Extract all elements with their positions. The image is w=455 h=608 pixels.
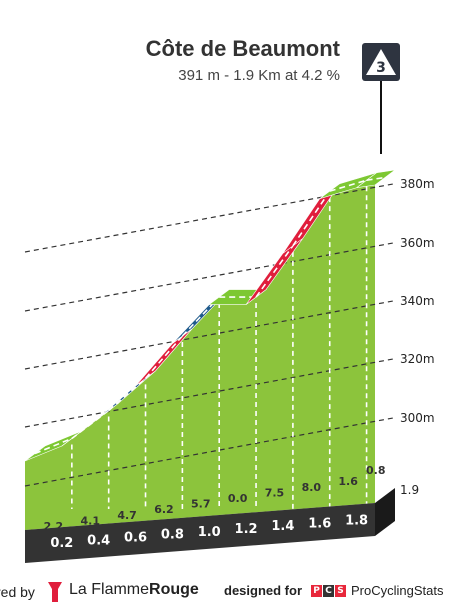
- la-flamme-rouge-logo-icon: [48, 582, 62, 602]
- profile-face: [25, 185, 375, 530]
- gradient-label: 4.1: [81, 514, 101, 527]
- altitude-tick-label: 320m: [400, 352, 435, 366]
- distance-bar: 0.2 0.4 0.6 0.8 1.0 1.2 1.4 1.6 1.8: [25, 488, 395, 563]
- distance-bar-face: [25, 503, 375, 563]
- gradient-label: 1.6: [338, 475, 358, 488]
- gradient-label: 0.8: [366, 464, 386, 477]
- segment-surface: [356, 169, 396, 189]
- segment-centerline: [108, 377, 147, 412]
- designed-for-text: designed for: [224, 583, 303, 598]
- gradient-label: 8.0: [302, 481, 322, 494]
- chart-subtitle: 391 m - 1.9 Km at 4.2 %: [178, 67, 340, 84]
- gradient-labels: 2.2 4.1 4.7 6.2 5.7 0.0 7.5 8.0 1.60.8: [44, 464, 386, 533]
- profile-area: [25, 185, 375, 530]
- km-label: 1.6: [308, 516, 331, 531]
- chart-title: Côte de Beaumont: [146, 36, 341, 61]
- segment-centerline: [329, 179, 367, 192]
- category-number: 3: [376, 60, 386, 76]
- gradient-label: 5.7: [191, 498, 211, 511]
- altitude-tick-label: 340m: [400, 294, 435, 308]
- distance-bar-side: [375, 488, 395, 536]
- km-label: 0.4: [87, 533, 110, 548]
- km-label: 1.0: [198, 525, 221, 540]
- pcs-letter-s: S: [335, 585, 346, 597]
- altitude-grid: [24, 183, 394, 509]
- km-label: 0.2: [50, 536, 73, 551]
- brand-name: La FlammeRouge: [69, 581, 199, 599]
- km-label: 1.4: [271, 519, 294, 534]
- start-altitude-label: 1.9: [400, 483, 419, 497]
- km-label: 0.6: [124, 530, 147, 545]
- footer: red by La FlammeRouge designed for P C S…: [0, 578, 455, 608]
- segment-centerline: [34, 437, 73, 455]
- gradient-surfaces: [24, 169, 396, 462]
- gradient-label: 7.5: [265, 486, 285, 499]
- km-label: 1.8: [345, 513, 368, 528]
- category-badge: 3: [362, 43, 400, 154]
- pcs-letter-p: P: [311, 585, 322, 597]
- gradient-label: 0.0: [228, 492, 248, 505]
- segment-centerline: [255, 245, 294, 298]
- gradient-label: 4.7: [117, 509, 137, 522]
- altitude-tick-label: 380m: [400, 177, 435, 191]
- pcs-name: ProCyclingStats: [351, 583, 444, 598]
- segment-centerline: [292, 190, 331, 247]
- segment-centerline: [71, 409, 110, 440]
- powered-by-text: red by: [0, 584, 35, 600]
- pcs-logo-icon: P C S: [311, 585, 346, 597]
- brand-regular: La Flamme: [69, 581, 150, 598]
- km-label: 1.2: [235, 522, 258, 537]
- altitude-tick-label: 300m: [400, 411, 435, 425]
- altitude-axis: 300m 320m 340m 360m 380m 1.9: [400, 177, 435, 497]
- pcs-letter-c: C: [323, 585, 334, 597]
- altitude-tick-label: 360m: [400, 236, 435, 250]
- segment-centerline: [366, 176, 386, 182]
- brand-bold: Rouge: [149, 581, 199, 598]
- gradient-label: 6.2: [154, 503, 174, 516]
- km-label: 0.8: [161, 528, 184, 543]
